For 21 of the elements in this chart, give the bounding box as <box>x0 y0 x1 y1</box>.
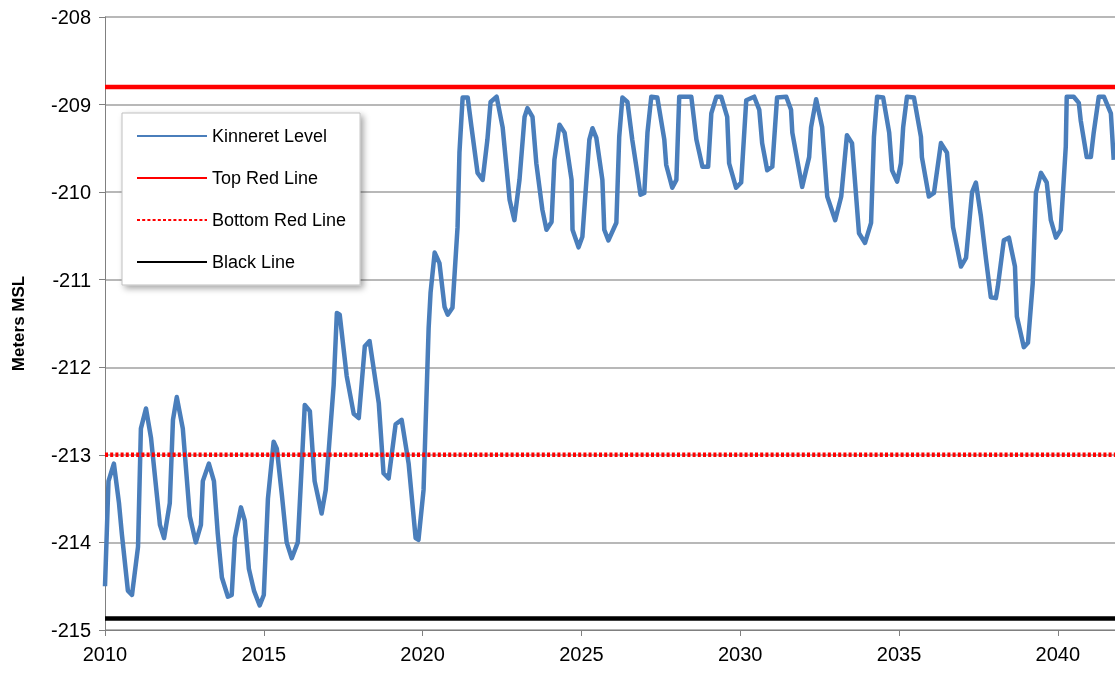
x-tick-label: 2010 <box>82 643 128 665</box>
x-tick-label: 2025 <box>559 643 604 665</box>
y-tick-label: -213 <box>50 443 91 466</box>
x-tick-label: 2020 <box>400 643 445 665</box>
x-tick-label: 2040 <box>1035 643 1081 665</box>
line-series <box>102 94 1115 608</box>
y-tick-label: -214 <box>50 531 91 554</box>
x-tick-label: 2015 <box>241 643 287 665</box>
legend-label: Top Red Line <box>212 168 319 188</box>
x-tick-label: 2035 <box>876 643 922 665</box>
y-tick-label: -212 <box>50 356 91 379</box>
legend-label: Bottom Red Line <box>212 210 347 230</box>
y-tick-label: -210 <box>50 181 91 204</box>
x-tick-label: 2030 <box>717 643 763 665</box>
legend-label: Black Line <box>212 252 296 272</box>
y-tick-label: -211 <box>52 268 91 291</box>
y-tick-label: -208 <box>50 6 91 28</box>
y-tick-label: -209 <box>50 93 91 116</box>
legend-label: Kinneret Level <box>212 126 328 146</box>
y-tick-label: -215 <box>50 619 91 641</box>
y-axis-title: Meters MSL <box>9 275 28 372</box>
